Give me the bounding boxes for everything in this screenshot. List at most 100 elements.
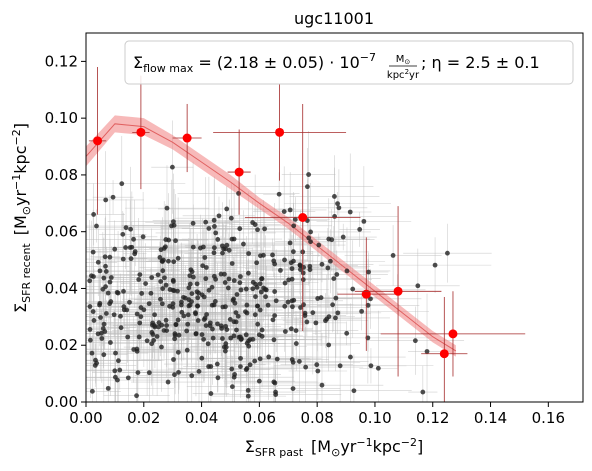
scatter-point [120,231,126,237]
scatter-point [208,391,214,396]
scatter-point [161,257,166,263]
scatter-point [87,304,93,309]
scatter-point [368,363,374,369]
scatter-point [212,224,217,229]
scatter-point [324,316,330,322]
scatter-point [171,259,177,265]
scatter-point [169,223,174,229]
scatter-point [158,279,164,284]
scatter-point [162,275,167,281]
scatter-point [105,385,111,391]
scatter-point [247,337,253,342]
scatter-point [291,258,296,264]
scatter-point [245,388,251,393]
scatter-point [103,263,108,269]
scatter-point [228,335,234,341]
annotation-fraction-numerator: M⊙ [396,54,411,66]
binned-point [298,213,308,222]
scatter-point [250,286,256,292]
scatter-point [98,315,103,320]
scatter-point [252,222,258,227]
scatter-point [238,287,244,293]
scatter-point [158,247,164,253]
scatter-point [108,299,114,304]
scatter-point [160,286,166,291]
scatter-point [350,286,356,292]
scatter-point [181,313,187,319]
scatter-point [112,246,118,252]
x-tick-label: 0.08 [300,409,333,427]
annotation-fraction-denominator: kpc2yr [387,68,420,81]
scatter-point [97,300,103,306]
scatter-point [236,191,241,196]
scatter-point [134,346,140,352]
scatter-point [259,276,264,282]
scatter-point [244,340,250,346]
scatter-point [175,349,181,355]
scatter-point [123,245,129,250]
scatter-point [266,354,272,360]
scatter-point [304,319,310,325]
scatter-point [229,384,235,390]
scatter-point [246,251,252,256]
scatter-point [218,271,224,277]
scatter-point [161,328,167,333]
scatter-point [108,275,114,280]
scatter-point [120,256,126,262]
scatter-point [257,356,263,362]
scatter-point [119,181,125,187]
scatter-point [208,364,214,369]
scatter-point [101,275,107,281]
scatter-point [326,342,332,348]
scatter-point [255,227,260,233]
scatter-point [237,226,243,232]
scatter-point [340,234,346,240]
scatter-point [166,258,171,264]
scatter-point [127,299,132,305]
scatter-point [221,271,227,277]
scatter-point [110,194,116,200]
scatter-point [112,368,118,374]
scatter-point [87,327,93,332]
scatter-point [238,274,243,279]
scatter-point [272,289,278,294]
scatter-point [297,262,303,268]
scatter-point [227,317,233,322]
scatter-point [190,244,196,250]
scatter-point [167,303,172,309]
scatter-point [92,363,98,368]
scatter-point [255,321,261,327]
scatter-point [278,267,283,273]
scatter-point [187,281,193,287]
binned-point [234,167,244,177]
scatter-point [220,336,225,341]
scatter-point [270,252,275,258]
scatter-point [274,356,280,362]
scatter-point [273,298,279,304]
scatter-point [332,194,337,199]
scatter-point [273,389,278,395]
scatter-point [152,312,157,318]
scatter-point [247,362,253,368]
scatter-point [127,245,133,250]
model-line [86,123,457,352]
scatter-point [172,372,177,378]
scatter-point [344,330,350,336]
scatter-point [175,317,181,323]
binned-point [182,133,192,143]
scatter-point [102,329,108,334]
scatter-point [228,215,234,221]
scatter-point [170,301,176,307]
y-tick-label: 0.12 [45,52,78,70]
scatter-point [185,312,191,318]
x-axis-ticks: 0.00 0.02 0.04 0.06 0.08 0.10 0.12 0.14 0.16 [69,402,565,427]
scatter-point [292,216,298,222]
scatter-point [178,302,184,308]
scatter-point [210,326,215,332]
model-band [86,115,457,357]
y-tick-label: 0.04 [45,279,78,297]
scatter-point [199,355,205,361]
scatter-point [118,313,123,319]
scatter-point [209,284,215,290]
scatter-point [91,212,97,217]
